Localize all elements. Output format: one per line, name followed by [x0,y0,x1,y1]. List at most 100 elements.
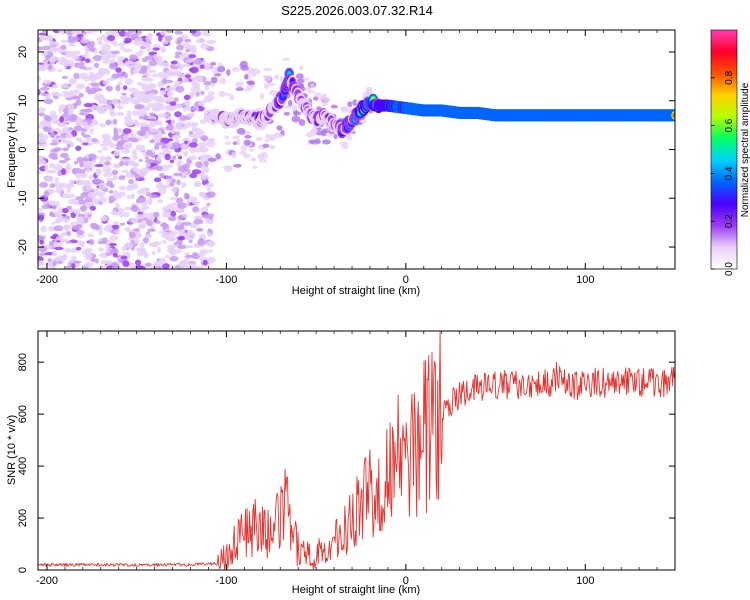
spectrogram-noise-blob [51,252,58,256]
spectrogram-noise-blob [91,120,99,126]
spectrogram-scatter-blob [268,144,276,150]
spectrogram-scatter-blob [327,133,333,137]
spectrogram-noise-blob [204,183,215,188]
spectrogram-noise-blob [122,142,132,150]
spectrogram-ylabel: Frequency (Hz) [6,112,18,188]
spectrogram-noise-blob [94,188,99,193]
snr-xlabel: Height of straight line (km) [292,584,420,596]
spectrogram-noise-blob [78,92,84,98]
spectrogram-noise-blob [174,54,181,59]
spectrogram-noise-blob [38,112,45,117]
spectrogram-noise-blob [44,176,54,183]
spectrogram-noise-blob [186,59,193,63]
spectrogram-noise-blob [102,80,110,86]
spectrogram-noise-blob [177,37,183,43]
spectrogram-noise-blob [85,136,92,143]
spectrogram-noise-blob [64,157,71,161]
spectrogram-noise-blob [75,136,82,142]
spectrogram-noise-blob [43,98,54,105]
spectrogram-noise-blob [41,92,47,96]
spectrogram-noise-blob [208,249,213,253]
spectrogram-noise-blob [174,111,182,118]
spectrogram-noise-blob [171,244,176,250]
spectrogram-scatter-blob [296,78,305,84]
snr-series-line [38,331,675,570]
spectrogram-noise-blob [61,192,70,199]
spectrogram-noise-blob [45,116,52,122]
spectrogram-noise-blob [57,255,67,262]
spectrogram-scatter-blob [255,137,263,142]
spectrogram-noise-blob [128,133,137,139]
spectrogram-noise-blob [198,191,205,198]
spectrogram-noise-blob [156,137,161,143]
spectrogram-noise-blob [148,120,156,128]
spectrogram-noise-blob [180,232,189,237]
spectrogram-noise-blob [192,252,198,256]
spectrogram-noise-blob [58,160,68,164]
spectrogram-noise-blob [188,67,194,72]
spectrogram-noise-blob [161,222,167,228]
spectrogram-scatter-blob [235,81,244,88]
spectrogram-noise-blob [128,160,135,165]
y-tick-label: 200 [17,509,29,527]
spectrogram-noise-blob [165,30,173,34]
spectrogram-noise-blob [172,155,177,160]
spectrogram-noise-blob [175,103,183,109]
spectrogram-scatter-blob [330,104,339,109]
spectrogram-scatter-blob [210,61,217,66]
spectrogram-noise-blob [189,111,195,118]
spectrogram-noise-blob [63,217,69,223]
spectrogram-noise-blob [73,72,80,80]
spectrogram-noise-blob [141,77,151,82]
spectrogram-scatter-blob [298,119,306,126]
spectrogram-noise-blob [152,44,161,48]
spectrogram-noise-blob [130,218,139,224]
spectrogram-noise-blob [206,242,215,248]
spectrogram-noise-blob [122,260,130,268]
spectrogram-noise-blob [121,92,127,96]
spectrogram-noise-blob [173,97,179,102]
spectrogram-noise-blob [66,187,71,194]
spectrogram-noise-blob [161,240,167,244]
spectrogram-noise-blob [99,155,106,162]
spectrogram-noise-blob [189,106,197,111]
spectrogram-noise-blob [70,54,79,60]
y-tick-label: 0 [17,567,29,573]
spectrogram-noise-blob [192,206,200,212]
spectrogram-scatter-blob [217,62,224,67]
spectrogram-noise-blob [95,168,101,176]
spectrogram-noise-blob [156,95,164,103]
spectrogram-noise-blob [166,142,173,149]
spectrogram-noise-blob [176,161,181,168]
spectrogram-noise-blob [106,35,116,42]
spectrogram-noise-blob [135,265,143,269]
spectrogram-noise-blob [157,181,164,186]
spectrogram-noise-blob [75,196,84,201]
spectrogram-noise-blob [85,66,94,71]
spectrogram-noise-blob [118,76,124,80]
spectrogram-noise-blob [106,177,115,182]
spectrogram-scatter-blob [283,111,291,116]
spectrogram-noise-blob [100,196,107,204]
spectrogram-noise-blob [67,39,77,44]
spectrogram-noise-blob [140,145,146,152]
spectrogram-noise-blob [101,106,110,110]
spectrogram-noise-blob [187,54,197,59]
spectrogram-noise-blob [85,168,91,173]
spectrogram-noise-blob [201,30,212,37]
spectrogram-noise-blob [94,164,104,168]
spectrogram-noise-blob [121,245,126,252]
spectrogram-noise-blob [44,166,49,171]
spectrogram-noise-blob [117,42,126,47]
spectrogram-noise-blob [75,83,86,90]
spectrogram-noise-blob [70,212,77,219]
spectrogram-noise-blob [142,237,149,244]
spectrogram-scatter-blob [226,69,231,76]
spectrogram-noise-blob [91,256,96,263]
spectrogram-noise-blob [122,48,133,53]
spectrogram-noise-blob [79,161,84,168]
spectrogram-noise-blob [162,214,172,218]
colorbar-frame [710,29,738,270]
spectrogram-noise-blob [198,252,205,258]
spectrogram-noise-blob [170,210,177,218]
